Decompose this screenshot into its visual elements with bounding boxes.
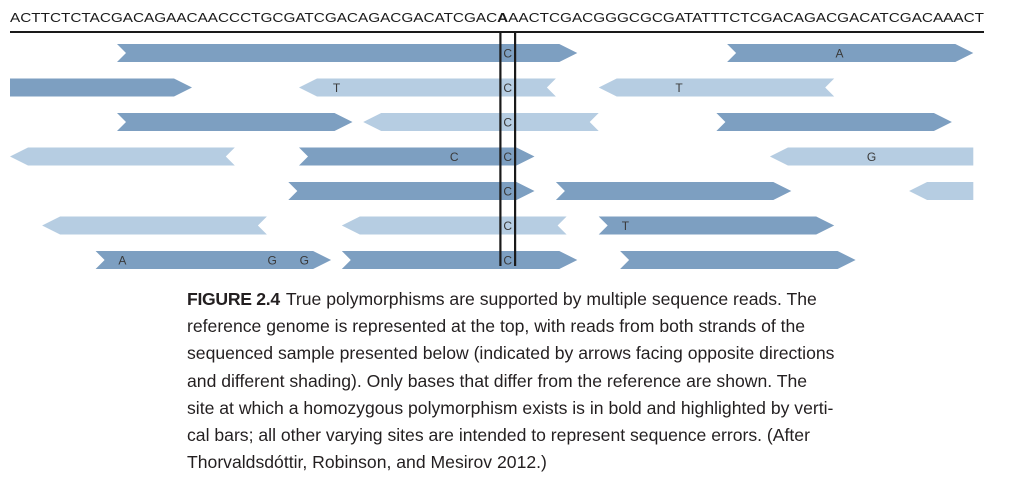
variant-base-label: C bbox=[503, 185, 512, 199]
forward-read-arrow-17 bbox=[95, 251, 332, 269]
reference-polymorphic-base: A bbox=[497, 10, 509, 25]
reverse-read-arrow-4 bbox=[598, 78, 835, 97]
caption-line-4: and different shading). Only bases that … bbox=[187, 370, 808, 391]
variant-base-label: G bbox=[268, 254, 277, 268]
variant-base-label: T bbox=[333, 81, 341, 95]
variant-base-label: C bbox=[503, 81, 512, 95]
variant-base-label: T bbox=[675, 81, 683, 95]
forward-read-arrow-1 bbox=[727, 44, 974, 62]
reverse-read-arrow-10 bbox=[769, 147, 974, 166]
forward-read-arrow-19 bbox=[620, 251, 856, 269]
forward-read-arrow-0 bbox=[117, 44, 578, 62]
forward-read-arrow-16 bbox=[598, 216, 835, 235]
variant-base-label: A bbox=[835, 47, 843, 61]
reverse-read-arrow-8 bbox=[10, 147, 235, 166]
variant-base-label: C bbox=[503, 254, 512, 268]
forward-read-arrow-7 bbox=[716, 113, 952, 131]
variant-base-label: C bbox=[503, 150, 512, 164]
reverse-read-arrow-13 bbox=[909, 182, 974, 200]
forward-read-arrow-12 bbox=[555, 182, 792, 200]
polymorphism-highlight-bars bbox=[499, 32, 517, 266]
reverse-read-arrow-3 bbox=[299, 78, 556, 97]
variant-base-label: G bbox=[867, 150, 876, 164]
reverse-read-arrow-15 bbox=[341, 216, 567, 235]
variant-base-label: C bbox=[503, 47, 512, 61]
reference-before: ACTTCTCTACGACAGAACAACCCTGCGATCGACAGACGAC… bbox=[10, 10, 497, 25]
sequence-alignment-figure: ACTTCTCTACGACAGAACAACCCTGCGATCGACAGACGAC… bbox=[10, 10, 984, 269]
caption-line-3: sequenced sample presented below (indica… bbox=[187, 343, 835, 364]
variant-base-label: A bbox=[118, 254, 126, 268]
forward-read-arrow-18 bbox=[341, 251, 578, 269]
reverse-read-arrow-6 bbox=[363, 113, 599, 131]
caption-line-2: reference genome is represented at the t… bbox=[187, 316, 806, 337]
figure-label: FIGURE 2.4 bbox=[187, 289, 280, 309]
caption-line-1: FIGURE 2.4 True polymorphisms are support… bbox=[187, 286, 987, 313]
forward-read-arrow-2 bbox=[10, 78, 192, 97]
variant-base-label: G bbox=[300, 254, 309, 268]
reverse-read-arrow-14 bbox=[42, 216, 267, 235]
reads-layer: C A T C T C C C G C C T A G G C bbox=[10, 44, 974, 269]
caption-line-5: site at which a homozygous polymorphism … bbox=[187, 397, 834, 418]
forward-read-arrow-9 bbox=[299, 147, 535, 166]
reference-sequence: ACTTCTCTACGACAGAACAACCCTGCGATCGACAGACGAC… bbox=[10, 10, 984, 25]
caption-line-7: Thorvaldsdóttir, Robinson, and Mesirov 2… bbox=[187, 452, 547, 473]
forward-read-arrow-11 bbox=[288, 182, 535, 200]
reference-after: AACTCGACGGGCGCGATATTTCTCGACAGACGACATCGAC… bbox=[508, 10, 984, 25]
caption-line-6: cal bars; all other varying sites are in… bbox=[187, 425, 810, 446]
variant-base-label: C bbox=[503, 116, 512, 130]
caption-text-1: True polymorphisms are supported by mult… bbox=[285, 289, 817, 309]
variant-base-label: T bbox=[622, 219, 630, 233]
variant-base-label: C bbox=[450, 150, 459, 164]
forward-read-arrow-5 bbox=[117, 113, 353, 131]
figure-caption: FIGURE 2.4 True polymorphisms are support… bbox=[187, 286, 987, 476]
variant-base-label: C bbox=[503, 219, 512, 233]
